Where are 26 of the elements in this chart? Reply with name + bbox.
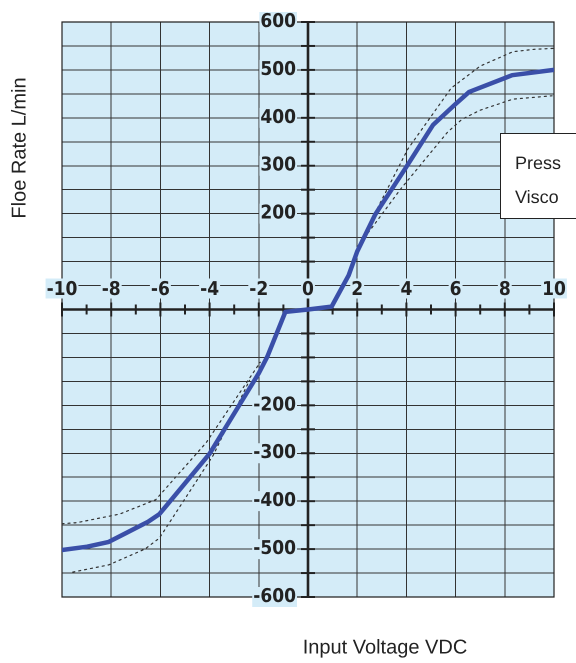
annotation: Press bbox=[515, 152, 562, 175]
y-tick-label: 600 bbox=[260, 10, 296, 32]
y-tick-label: 300 bbox=[260, 154, 296, 176]
text-box: Press Visco bbox=[500, 133, 576, 219]
y-tick-label: 200 bbox=[260, 202, 296, 224]
x-tick-label: 8 bbox=[498, 278, 511, 300]
y-tick-label: 400 bbox=[260, 106, 296, 128]
y-tick-label: -600 bbox=[253, 584, 296, 607]
y-axis-title: Floe Rate L/min bbox=[8, 77, 32, 219]
x-tick-label: 0 bbox=[302, 278, 314, 300]
x-tick-label: 10 bbox=[542, 278, 566, 300]
y-tick-label: 500 bbox=[260, 58, 296, 80]
x-tick-label: 4 bbox=[400, 278, 412, 300]
annotation: Visco bbox=[515, 186, 560, 209]
x-axis-title: Input Voltage VDC bbox=[302, 636, 468, 660]
x-tick-label: -6 bbox=[150, 278, 170, 300]
x-tick-label: -10 bbox=[46, 278, 78, 300]
x-tick-label: 6 bbox=[450, 278, 462, 300]
x-tick-label: -2 bbox=[249, 278, 268, 300]
y-tick-label: -500 bbox=[253, 537, 296, 560]
y-tick-label: -300 bbox=[253, 441, 296, 464]
y-tick-label: -400 bbox=[253, 489, 296, 512]
x-tick-label: 2 bbox=[351, 278, 364, 300]
x-tick-label: -4 bbox=[200, 278, 220, 300]
x-tick-label: -8 bbox=[102, 278, 121, 300]
y-tick-label: -200 bbox=[253, 393, 296, 416]
